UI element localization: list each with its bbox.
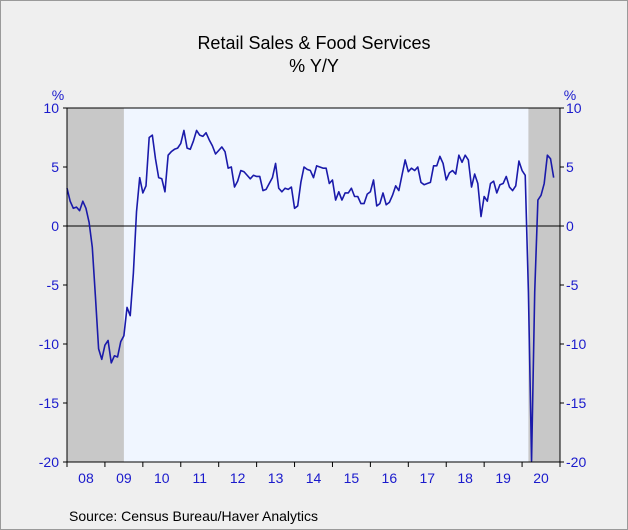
chart-title: Retail Sales & Food Services	[197, 33, 431, 53]
x-tick-label: 11	[192, 470, 207, 486]
x-tick-label: 17	[419, 470, 435, 486]
x-tick-label: 16	[382, 470, 398, 486]
left-tick-label: -5	[47, 277, 60, 293]
x-tick-label: 09	[116, 470, 132, 486]
chart-subtitle: % Y/Y	[289, 56, 339, 76]
x-tick-label: 12	[230, 470, 246, 486]
x-tick-label: 08	[78, 470, 94, 486]
right-tick-label: 0	[566, 218, 574, 234]
right-tick-label: -5	[566, 277, 579, 293]
x-tick-label: 10	[154, 470, 170, 486]
right-tick-label: -10	[566, 336, 586, 352]
left-tick-label: 10	[43, 100, 59, 116]
plot-background	[67, 108, 560, 462]
left-tick-label: 5	[51, 159, 59, 175]
x-tick-label: 13	[268, 470, 284, 486]
x-axis: 08 09 10 11 12 13 14 15 16 17 18 19 20	[66, 462, 561, 486]
recession-shading-group	[67, 108, 560, 462]
source-note: Source: Census Bureau/Haver Analytics	[69, 508, 319, 524]
recession-band-1	[528, 108, 560, 462]
left-tick-label: -10	[39, 336, 59, 352]
x-tick-label: 19	[495, 470, 511, 486]
x-tick-label: 20	[533, 470, 549, 486]
left-axis-unit: %	[52, 87, 64, 103]
series-line	[66, 129, 555, 462]
x-tick-label: 14	[306, 470, 322, 486]
left-tick-label: -15	[39, 395, 59, 411]
right-tick-label: 5	[566, 159, 574, 175]
right-axis-unit: %	[564, 87, 576, 103]
right-tick-label: 10	[566, 100, 582, 116]
x-tick-label: 18	[457, 470, 473, 486]
right-tick-label: -15	[566, 395, 586, 411]
x-tick-label: 15	[344, 470, 360, 486]
left-tick-label: -20	[39, 454, 59, 470]
left-axis: 10 5 0 -5 -10 -15 -20	[39, 100, 67, 470]
left-tick-label: 0	[51, 218, 59, 234]
right-axis: 10 5 0 -5 -10 -15 -20	[560, 100, 586, 470]
right-tick-label: -20	[566, 454, 586, 470]
chart-svg: 10 5 0 -5 -10 -15 -20 10 5 0 -5 -10 -15 -20 08 09 10 11…	[39, 87, 587, 486]
